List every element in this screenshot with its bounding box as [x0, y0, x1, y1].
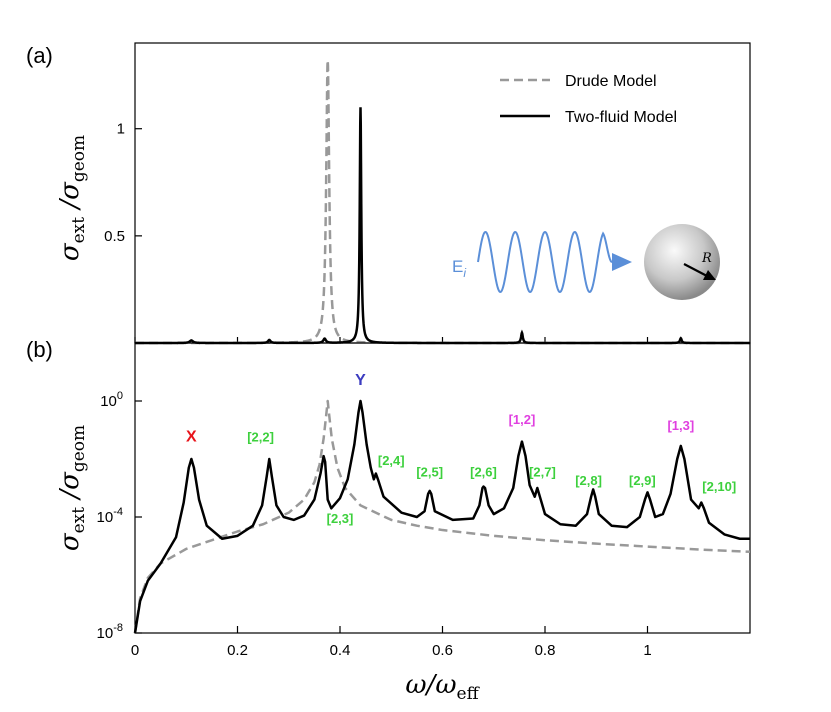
panel-b-label: (b) — [26, 337, 53, 362]
legend-twofluid-label: Two-fluid Model — [565, 109, 677, 126]
panel-a-label: (a) — [26, 43, 53, 68]
ylabel-b: σext /σgeom — [55, 425, 89, 551]
incident-wave-icon — [477, 230, 613, 294]
b-xtick-label: 0.4 — [330, 642, 351, 659]
b-xtick-label: 1 — [643, 642, 651, 659]
legend-drude-label: Drude Model — [565, 73, 657, 90]
panel-b-annotations: X Y [2,2] [2,3] [2,4] [2,5] [2,6] [1,2] [2,7] [2,… — [186, 372, 736, 526]
mode-label: [1,2] — [509, 412, 536, 427]
xlabel: ω/ωeff — [405, 670, 480, 704]
b-twofluid-curve — [133, 399, 750, 634]
mode-label: [1,3] — [667, 418, 694, 433]
panel-a-curves — [135, 60, 750, 345]
panel-a-frame — [134, 42, 751, 344]
b-drude-curve — [133, 399, 751, 634]
b-xtick-label: 0.8 — [535, 642, 556, 659]
b-ytick-label: 10-4 — [97, 506, 123, 526]
peak-label: Y — [355, 372, 366, 389]
mode-label: [2,5] — [416, 464, 443, 479]
radius-arrowhead-icon — [703, 270, 716, 280]
b-xtick-label: 0 — [131, 642, 139, 659]
peak-label: X — [186, 429, 197, 446]
radius-arrow-icon — [683, 263, 708, 277]
a-twofluid-curve — [135, 107, 750, 345]
b-ytick-label: 100 — [100, 390, 123, 410]
b-xtick-label: 0.6 — [432, 642, 453, 659]
mode-label: [2,6] — [470, 464, 497, 479]
mode-label: [2,9] — [629, 473, 656, 488]
mode-label: [2,8] — [575, 473, 602, 488]
panel-b-curves — [133, 399, 751, 634]
field-label: Ei — [452, 257, 466, 280]
panel-b-frame — [134, 342, 751, 634]
mode-label: [2,7] — [529, 464, 556, 479]
ylabel-a: σext /σgeom — [55, 135, 89, 261]
sphere-icon — [644, 224, 720, 300]
b-ytick-label: 10-8 — [97, 622, 123, 642]
panel-a: (a) 0.51 Drude Model Two-fluid Model — [26, 42, 751, 345]
panel-b: (b) 10-8 10-4 100 0 0.2 0.4 0.6 0.8 1 X Y [2,2] [2,… — [26, 337, 751, 659]
a-ytick-label: 1 — [117, 121, 125, 138]
panel-a-ticks: 0.51 — [104, 121, 649, 343]
radius-label: R — [701, 251, 712, 266]
mode-label: [2,4] — [378, 453, 405, 468]
b-xtick-label: 0.2 — [227, 642, 248, 659]
inset-diagram: Ei R — [452, 224, 720, 300]
legend: Drude Model Two-fluid Model — [500, 73, 677, 126]
a-drude-curve — [135, 60, 750, 345]
wave-arrow-icon — [612, 253, 632, 271]
mode-label: [2,2] — [247, 430, 274, 445]
a-ytick-label: 0.5 — [104, 228, 125, 245]
mode-label: [2,3] — [327, 511, 354, 526]
mode-label: [2,10] — [702, 479, 736, 494]
